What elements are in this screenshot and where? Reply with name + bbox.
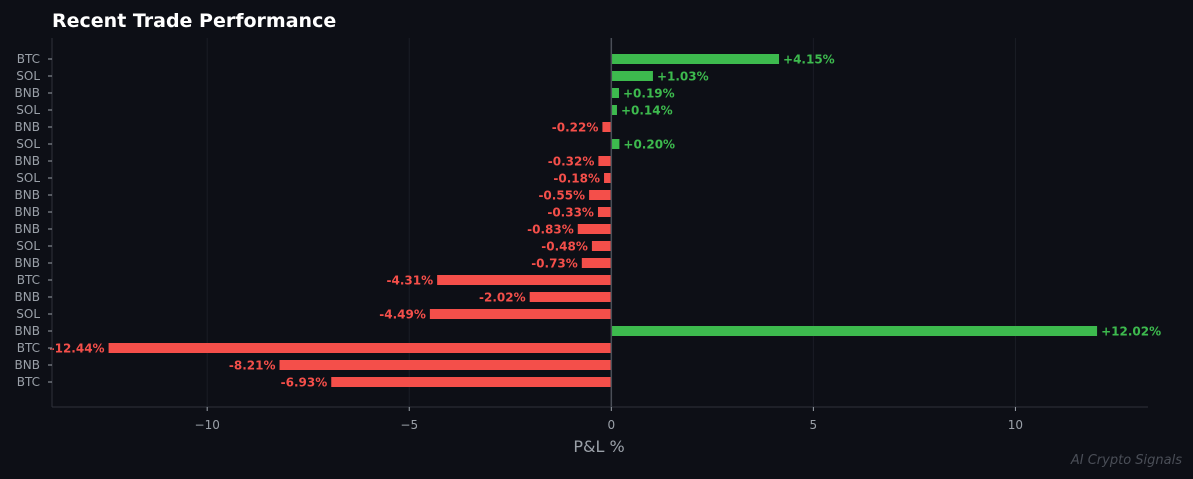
y-tick-label: BNB: [15, 256, 40, 270]
y-tick-label: SOL: [16, 103, 40, 117]
y-tick-label: BNB: [15, 324, 40, 338]
bar-value-label: -0.83%: [527, 223, 574, 237]
bar: [331, 377, 612, 387]
bar-value-label: -6.93%: [281, 376, 328, 390]
bar: [611, 71, 653, 81]
y-tick-label: BNB: [15, 222, 40, 236]
bar: [611, 88, 619, 98]
y-tick-label: BTC: [17, 341, 40, 355]
value-label-group: +4.15% +1.03% +0.19% +0.14% -0.22% +0.20% -0.3…: [50, 53, 1162, 390]
bar-value-label: -4.49%: [379, 308, 426, 322]
bar: [611, 326, 1098, 336]
bar: [591, 241, 612, 251]
y-tick-label: BTC: [17, 273, 40, 287]
x-tick-label: 0: [607, 418, 615, 432]
x-axis: −10 −5 0 5 10: [52, 406, 1148, 432]
bar-value-label: +1.03%: [657, 70, 709, 84]
x-tick-label: 10: [1008, 418, 1023, 432]
x-axis-label: P&L %: [573, 437, 624, 456]
y-tick-label: SOL: [16, 171, 40, 185]
bar: [604, 173, 612, 183]
bar-group: [108, 38, 1098, 407]
y-tick-label: BNB: [15, 290, 40, 304]
y-tick-label: SOL: [16, 69, 40, 83]
bar-value-label: -0.33%: [547, 206, 594, 220]
bar: [598, 156, 612, 166]
x-tick-label: −10: [195, 418, 220, 432]
chart-title: Recent Trade Performance: [52, 10, 336, 32]
y-tick-label: BNB: [15, 120, 40, 134]
bar-value-label: -0.48%: [541, 240, 588, 254]
bar-value-label: -0.32%: [548, 155, 595, 169]
y-tick-label: SOL: [16, 307, 40, 321]
bar: [108, 343, 612, 353]
bar-value-label: +0.20%: [623, 138, 675, 152]
y-tick-label: SOL: [16, 239, 40, 253]
y-tick-label: BNB: [15, 86, 40, 100]
bar-value-label: -12.44%: [50, 342, 105, 356]
bar-value-label: -0.22%: [552, 121, 599, 135]
bar-value-label: -2.02%: [479, 291, 526, 305]
bar: [437, 275, 612, 285]
y-tick-label: BTC: [17, 375, 40, 389]
y-tick-label: BNB: [15, 154, 40, 168]
bar-value-label: +4.15%: [783, 53, 835, 67]
bar: [581, 258, 612, 268]
y-tick-label: BNB: [15, 358, 40, 372]
bar: [611, 139, 620, 149]
bar: [602, 122, 612, 132]
bar: [611, 105, 617, 115]
y-tick-label: SOL: [16, 137, 40, 151]
bar: [279, 360, 612, 370]
y-axis: BTC SOL BNB SOL BNB SOL BNB SOL BNB BNB BNB SOL BNB B…: [15, 38, 53, 407]
bar: [529, 292, 612, 302]
bar-value-label: +0.19%: [623, 87, 675, 101]
y-tick-label: BNB: [15, 205, 40, 219]
bar: [597, 207, 612, 217]
bar: [611, 54, 780, 64]
x-tick-label: 5: [810, 418, 818, 432]
bar: [577, 224, 612, 234]
watermark: AI Crypto Signals: [1070, 453, 1182, 468]
y-tick-label: BNB: [15, 188, 40, 202]
bar-value-label: -8.21%: [229, 359, 276, 373]
bar-value-label: -4.31%: [387, 274, 434, 288]
x-tick-label: −5: [400, 418, 418, 432]
bar-value-label: -0.55%: [538, 189, 585, 203]
y-tick-label: BTC: [17, 52, 40, 66]
bar: [589, 190, 612, 200]
bar-value-label: -0.18%: [553, 172, 600, 186]
bar: [429, 309, 612, 319]
bar-value-label: +12.02%: [1101, 325, 1161, 339]
bar-value-label: -0.73%: [531, 257, 578, 271]
bar-value-label: +0.14%: [621, 104, 673, 118]
